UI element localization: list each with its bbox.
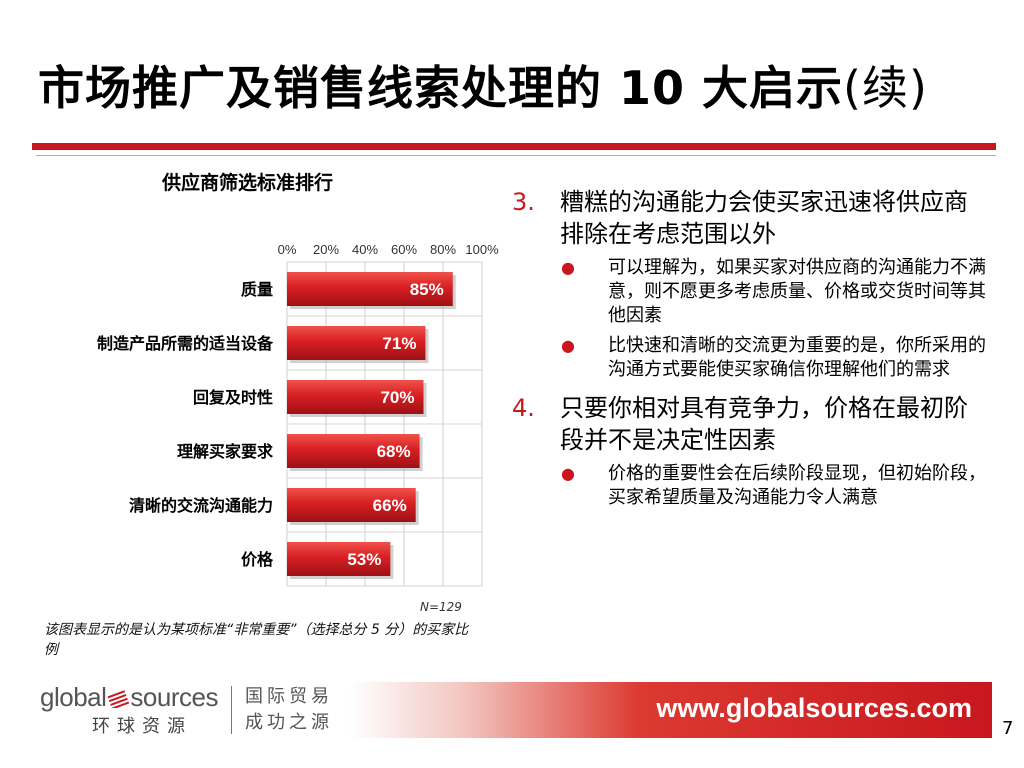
x-tick-label: 0% (278, 242, 297, 257)
value-label: 68% (377, 442, 411, 461)
chart-title: 供应商筛选标准排行 (162, 172, 334, 194)
logo-text-sources: sources (130, 682, 218, 712)
logo-slogan: 国际贸易 成功之源 (245, 684, 355, 736)
logo-chinese-name: 环球资源 (92, 716, 192, 737)
logo-wordmark: global sources (40, 682, 218, 713)
bar (287, 488, 416, 522)
sub-point-text: 可以理解为，如果买家对供应商的沟通能力不满意，则不愿更多考虑质量、价格或交货时间… (608, 257, 986, 326)
sub-points: ● 可以理解为，如果买家对供应商的沟通能力不满意，则不愿更多考虑质量、价格或交货时… (560, 256, 988, 382)
sub-point: ● 价格的重要性会在后续阶段显现，但初始阶段，买家希望质量及沟通能力令人满意 (560, 462, 988, 510)
category-label: 质量 (241, 280, 273, 299)
bar-chart: 0% 20% 40% 60% 80% 100% 质量制造产品所需的适当设备回复及时性理解买… (97, 242, 499, 587)
company-logo: global sources 环球资源 国际贸易 成功之源 (40, 680, 360, 740)
x-tick-label: 20% (313, 242, 339, 257)
bar (287, 380, 424, 414)
value-label: 71% (382, 334, 416, 353)
bar (287, 272, 453, 306)
insight-point: 3. 糟糕的沟通能力会使买家迅速将供应商排除在考虑范围以外 ● 可以理解为，如果买… (508, 186, 988, 382)
category-label: 理解买家要求 (177, 442, 274, 461)
logo-slogan-line-2: 成功之源 (245, 712, 333, 733)
bullet-dot-icon: ● (561, 258, 575, 277)
point-number: 4. (512, 394, 535, 422)
x-tick-label: 40% (352, 242, 378, 257)
category-label: 清晰的交流沟通能力 (129, 496, 273, 515)
point-text: 只要你相对具有竞争力，价格在最初阶段并不是决定性因素 (560, 394, 968, 454)
bullet-dot-icon: ● (561, 336, 575, 355)
sub-point: ● 可以理解为，如果买家对供应商的沟通能力不满意，则不愿更多考虑质量、价格或交货时… (560, 256, 988, 328)
insight-point: 4. 只要你相对具有竞争力，价格在最初阶段并不是决定性因素 ● 价格的重要性会在后… (508, 392, 988, 510)
footer-url[interactable]: www.globalsources.com (656, 693, 972, 723)
value-label: 53% (347, 550, 381, 569)
value-label: 70% (380, 388, 414, 407)
logo-divider (231, 686, 232, 734)
logo-stripes-icon (107, 690, 130, 709)
point-text: 糟糕的沟通能力会使买家迅速将供应商排除在考虑范围以外 (560, 188, 968, 248)
sub-point: ● 比快速和清晰的交流更为重要的是，你所采用的沟通方式要能使买家确信你理解他们的需… (560, 334, 988, 382)
logo-text-global: global (40, 682, 107, 712)
category-label: 制造产品所需的适当设备 (97, 334, 274, 353)
title-divider (32, 143, 996, 150)
title-divider-thin (36, 155, 996, 156)
category-label: 价格 (241, 550, 274, 569)
sample-size-note: N=129 (420, 600, 462, 614)
slide-title-main: 市场推广及销售线索处理的 10 大启示 (38, 61, 844, 115)
insights-list: 3. 糟糕的沟通能力会使买家迅速将供应商排除在考虑范围以外 ● 可以理解为，如果买… (508, 186, 988, 520)
value-label: 66% (373, 496, 407, 515)
chart-grid (286, 261, 483, 587)
sub-point-text: 比快速和清晰的交流更为重要的是，你所采用的沟通方式要能使买家确信你理解他们的需求 (608, 335, 986, 380)
footer-banner: www.globalsources.com (350, 682, 992, 738)
page-number: 7 (1002, 718, 1014, 739)
bar (287, 434, 420, 468)
x-axis-ticks: 0% 20% 40% 60% 80% 100% (278, 242, 499, 257)
sub-point-text: 价格的重要性会在后续阶段显现，但初始阶段，买家希望质量及沟通能力令人满意 (608, 463, 986, 508)
bar (287, 542, 391, 576)
bullet-dot-icon: ● (561, 464, 575, 483)
logo-slogan-line-1: 国际贸易 (245, 686, 333, 707)
slide-title: 市场推广及销售线索处理的 10 大启示(续) (38, 52, 928, 118)
x-tick-label: 80% (430, 242, 456, 257)
chart-bars (287, 272, 456, 579)
sub-points: ● 价格的重要性会在后续阶段显现，但初始阶段，买家希望质量及沟通能力令人满意 (560, 462, 988, 510)
value-label: 85% (410, 280, 444, 299)
value-labels: 85% 71% 70% 68% 66% 53% (347, 280, 443, 569)
point-number: 3. (512, 188, 535, 216)
x-tick-label: 100% (465, 242, 499, 257)
x-tick-label: 60% (391, 242, 417, 257)
bar (287, 326, 426, 360)
chart-footnote: 该图表显示的是认为某项标准“非常重要”（选择总分 5 分）的买家比例 (44, 622, 469, 658)
category-label: 回复及时性 (193, 388, 273, 407)
slide-title-suffix: (续) (843, 61, 928, 115)
